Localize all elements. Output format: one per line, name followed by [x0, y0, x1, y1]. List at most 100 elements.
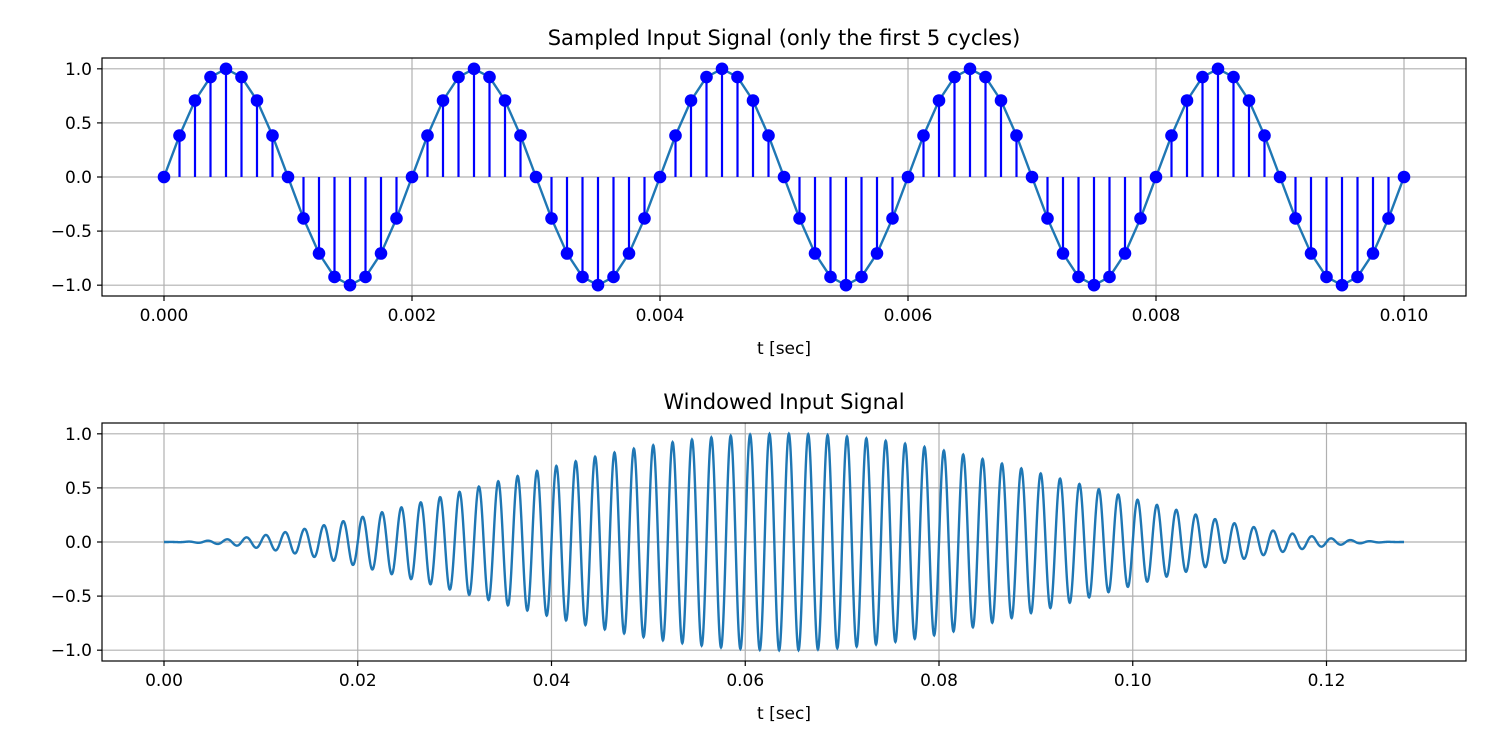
- sample-point: [1041, 212, 1054, 225]
- sample-point: [1242, 94, 1256, 107]
- sample-point: [1118, 247, 1132, 260]
- sample-point: [1087, 278, 1101, 292]
- sample-point: [839, 278, 853, 292]
- sample-point: [545, 212, 558, 225]
- y-tick-label: 0.5: [65, 114, 92, 134]
- x-tick-label: 0.008: [1132, 306, 1181, 326]
- chart2-ticks: 0.00 0.02 0.04 0.06 0.08 0.10 0.12 1.0 0.5 0.0 −0.…: [51, 425, 1346, 691]
- sample-point: [1382, 212, 1395, 225]
- x-tick-label: 0.006: [884, 306, 933, 326]
- chart1-ticks: 0.000 0.002 0.004 0.006 0.008 0.010 1.0 0.5 0.0 −…: [51, 60, 1429, 326]
- sample-point: [684, 94, 698, 107]
- sample-point: [886, 212, 899, 225]
- sample-point: [483, 70, 496, 84]
- x-tick-label: 0.10: [1114, 671, 1152, 691]
- sample-point: [622, 247, 636, 260]
- sample-point: [529, 170, 543, 184]
- x-tick-label: 0.08: [920, 671, 958, 691]
- sample-point: [963, 62, 977, 76]
- sample-point: [173, 129, 186, 142]
- sample-point: [204, 70, 217, 84]
- sample-point: [917, 129, 930, 142]
- y-tick-label: 0.5: [65, 479, 92, 499]
- sample-point: [1010, 129, 1023, 142]
- sample-point: [1103, 270, 1116, 284]
- sample-point: [157, 170, 171, 184]
- sample-point: [421, 129, 434, 142]
- sample-point: [297, 212, 310, 225]
- sample-point: [824, 270, 837, 284]
- sample-point: [1165, 129, 1178, 142]
- sample-point: [932, 94, 946, 107]
- x-tick-label: 0.004: [636, 306, 685, 326]
- sample-point: [1320, 270, 1333, 284]
- sample-point: [638, 212, 651, 225]
- sample-point: [746, 94, 760, 107]
- sample-point: [979, 70, 992, 84]
- sample-point: [1025, 170, 1039, 184]
- sample-point: [793, 212, 806, 225]
- sample-point: [669, 129, 682, 142]
- chart1-plot-area: [157, 62, 1411, 292]
- sample-point: [1180, 94, 1194, 107]
- sample-point: [1335, 278, 1349, 292]
- sample-point: [1211, 62, 1225, 76]
- x-tick-label: 0.010: [1380, 306, 1429, 326]
- sample-point: [188, 94, 202, 107]
- sample-point: [1397, 170, 1411, 184]
- sample-point: [1072, 270, 1085, 284]
- windowed-signal-line: [164, 431, 1404, 653]
- x-tick-label: 0.12: [1308, 671, 1346, 691]
- sample-point: [777, 170, 791, 184]
- y-tick-label: −0.5: [51, 587, 92, 607]
- y-tick-label: −0.5: [51, 222, 92, 242]
- chart1-xlabel: t [sec]: [757, 339, 811, 359]
- sample-point: [1273, 170, 1287, 184]
- sample-point: [576, 270, 589, 284]
- sample-point: [1196, 70, 1209, 84]
- sample-point: [266, 129, 279, 142]
- y-tick-label: 1.0: [65, 60, 92, 80]
- sample-point: [374, 247, 388, 260]
- sample-point: [359, 270, 372, 284]
- sample-point: [436, 94, 450, 107]
- sample-point: [1258, 129, 1271, 142]
- y-tick-label: 1.0: [65, 425, 92, 445]
- sample-point: [1149, 170, 1163, 184]
- sample-point: [390, 212, 403, 225]
- chart2-plot-area: [164, 431, 1404, 653]
- y-tick-label: 0.0: [65, 533, 92, 553]
- sample-point: [1134, 212, 1147, 225]
- sample-point: [994, 94, 1008, 107]
- y-tick-label: −1.0: [51, 641, 92, 661]
- sample-point: [901, 170, 915, 184]
- sample-point: [452, 70, 465, 84]
- sample-point: [1289, 212, 1302, 225]
- sample-point: [731, 70, 744, 84]
- x-tick-label: 0.002: [388, 306, 437, 326]
- sample-point: [235, 70, 248, 84]
- sample-point: [1304, 247, 1318, 260]
- sample-point: [467, 62, 481, 76]
- sample-point: [653, 170, 667, 184]
- sample-point: [700, 70, 713, 84]
- sample-point: [715, 62, 729, 76]
- sample-point: [250, 94, 264, 107]
- sample-point: [219, 62, 233, 76]
- sample-point: [948, 70, 961, 84]
- chart1-title: Sampled Input Signal (only the first 5 c…: [548, 26, 1021, 50]
- sampled-signal-chart: Sampled Input Signal (only the first 5 c…: [51, 26, 1467, 359]
- sample-point: [1351, 270, 1364, 284]
- sample-point: [1366, 247, 1380, 260]
- chart2-title: Windowed Input Signal: [663, 390, 904, 414]
- sample-point: [762, 129, 775, 142]
- sample-point: [328, 270, 341, 284]
- sample-point: [607, 270, 620, 284]
- y-tick-label: −1.0: [51, 276, 92, 296]
- sample-point: [560, 247, 574, 260]
- sample-point: [281, 170, 295, 184]
- windowed-signal-chart: Windowed Input Signal 0.00 0.02 0.04 0.06 0.…: [51, 390, 1467, 724]
- sample-point: [1227, 70, 1240, 84]
- sample-point: [498, 94, 512, 107]
